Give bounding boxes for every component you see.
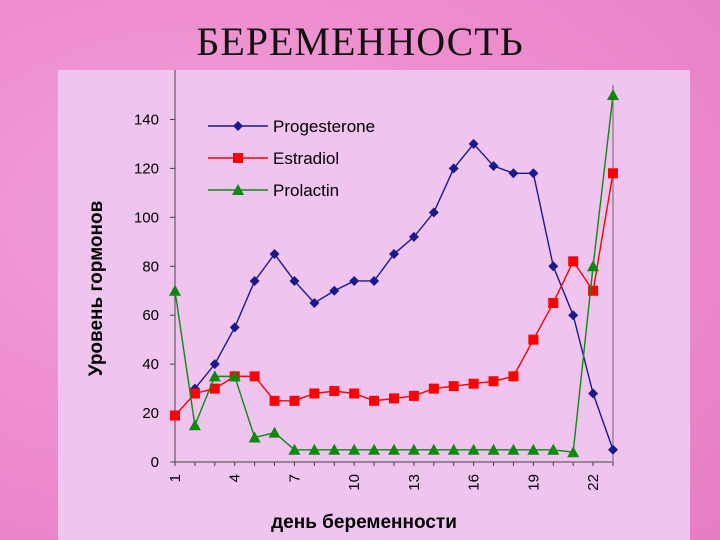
data-point-prolactin (527, 443, 540, 455)
data-point-progesterone (608, 444, 618, 455)
x-tick-label: 7 (286, 474, 303, 482)
data-point-estradiol (508, 371, 519, 382)
data-point-estradiol (369, 395, 380, 406)
data-point-prolactin (268, 426, 281, 438)
data-point-progesterone (408, 231, 419, 242)
data-point-prolactin (547, 443, 560, 455)
data-point-prolactin (407, 443, 420, 455)
hormone-chart: 0 20 40 60 80 100 120 140 1 4 7 10 13 16 19 22 Progeste… (86, 70, 619, 533)
data-point-prolactin (587, 260, 600, 272)
data-point-progesterone (229, 322, 240, 333)
data-point-progesterone (568, 310, 579, 321)
data-point-prolactin (248, 431, 261, 443)
data-point-estradiol (568, 256, 579, 267)
data-point-estradiol (329, 386, 340, 397)
data-point-progesterone (508, 168, 519, 179)
data-point-prolactin (308, 443, 321, 455)
data-point-progesterone (428, 207, 439, 218)
data-point-progesterone (369, 275, 380, 286)
x-tick-label: 22 (585, 474, 602, 491)
data-point-progesterone (309, 297, 320, 308)
y-tick-label: 140 (134, 111, 159, 128)
legend-marker-prolactin (232, 184, 244, 195)
data-point-estradiol (448, 381, 459, 392)
y-tick-label: 60 (142, 307, 159, 324)
data-point-progesterone (389, 249, 399, 260)
data-point-prolactin (467, 443, 480, 455)
data-point-prolactin (328, 443, 341, 455)
data-point-prolactin (228, 370, 241, 382)
data-point-estradiol (170, 410, 180, 421)
data-point-estradiol (249, 371, 260, 382)
x-tick-label: 16 (466, 474, 483, 491)
x-tick-label: 1 (167, 474, 184, 482)
data-point-progesterone (488, 160, 499, 171)
legend-marker-progesterone (233, 121, 243, 131)
data-point-estradiol (588, 285, 599, 296)
data-point-progesterone (528, 168, 539, 179)
y-tick-label: 80 (142, 258, 159, 275)
data-point-estradiol (289, 395, 300, 406)
chart-panel: 0 20 40 60 80 100 120 140 1 4 7 10 13 16 19 22 Progeste… (58, 70, 690, 540)
data-point-estradiol (488, 376, 499, 387)
legend-label-progesterone: Progesterone (273, 117, 375, 136)
legend-label-estradiol: Estradiol (273, 149, 339, 168)
data-point-progesterone (349, 275, 360, 286)
data-point-estradiol (349, 388, 360, 399)
data-point-prolactin (567, 446, 580, 458)
series-line-progesterone (194, 142, 614, 451)
data-point-prolactin (607, 89, 619, 100)
y-tick-label: 20 (142, 405, 159, 422)
data-point-progesterone (468, 138, 479, 149)
data-point-estradiol (209, 383, 220, 394)
data-point-prolactin (427, 443, 440, 455)
y-tick-label: 120 (134, 160, 159, 177)
data-point-estradiol (309, 388, 320, 399)
data-point-progesterone (448, 163, 459, 174)
data-point-prolactin (348, 443, 361, 455)
data-point-progesterone (329, 285, 340, 296)
data-point-estradiol (528, 334, 539, 345)
data-point-estradiol (389, 393, 399, 404)
y-tick-label: 40 (142, 356, 159, 373)
data-point-prolactin (169, 284, 181, 296)
data-point-progesterone (588, 388, 599, 399)
data-point-estradiol (608, 168, 618, 179)
data-point-progesterone (249, 275, 260, 286)
x-tick-label: 10 (346, 474, 363, 491)
data-point-prolactin (208, 370, 221, 382)
legend-marker-estradiol (233, 153, 243, 163)
data-point-prolactin (507, 443, 520, 455)
legend-label-prolactin: Prolactin (273, 181, 339, 200)
data-point-estradiol (269, 395, 280, 406)
data-point-prolactin (188, 419, 201, 431)
y-axis-title: Уровень гормонов (86, 201, 107, 377)
x-tick-label: 4 (227, 474, 244, 482)
x-axis-title: день беременности (271, 512, 457, 533)
data-point-progesterone (209, 359, 220, 370)
data-point-progesterone (289, 275, 300, 286)
data-point-prolactin (288, 443, 301, 455)
data-point-estradiol (468, 378, 479, 389)
slide-title: БЕРЕМЕННОСТЬ (196, 19, 524, 64)
x-tick-label: 13 (406, 474, 423, 491)
data-point-prolactin (447, 443, 460, 455)
y-tick-label: 0 (151, 454, 159, 471)
data-point-estradiol (408, 390, 419, 401)
data-point-estradiol (428, 383, 439, 394)
series-line-estradiol (174, 173, 614, 416)
x-tick-label: 19 (525, 474, 542, 491)
y-tick-label: 100 (134, 209, 159, 226)
data-point-prolactin (487, 443, 500, 455)
data-point-prolactin (368, 443, 381, 455)
data-point-estradiol (189, 388, 200, 399)
data-point-progesterone (269, 249, 280, 260)
data-point-prolactin (388, 443, 400, 455)
data-point-progesterone (548, 261, 559, 272)
data-point-estradiol (548, 297, 559, 308)
